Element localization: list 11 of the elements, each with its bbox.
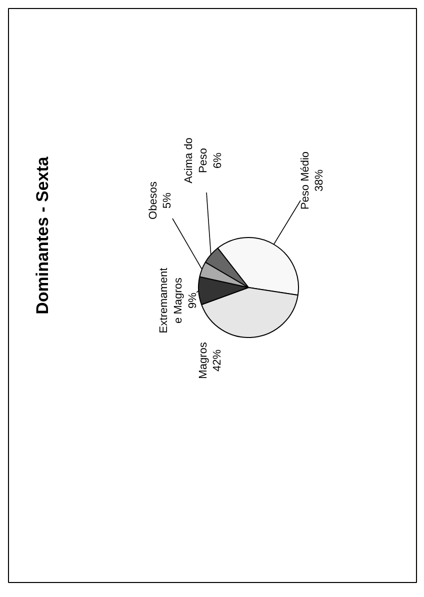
text: Dominantes - Sexta [33, 156, 52, 314]
data-label: 38% [314, 169, 326, 192]
slice-label: Obesos [147, 181, 160, 220]
data-label: 5% [162, 192, 174, 208]
slice-label: Acima do Peso [183, 138, 210, 184]
slice-label: Extremamente Magros [158, 268, 184, 334]
slice-label: Peso Médio [299, 151, 312, 210]
data-label: 9% [186, 292, 199, 308]
data-label: 42% [212, 349, 224, 372]
slice-label: Magros [197, 342, 210, 379]
data-label: 6% [212, 152, 224, 168]
